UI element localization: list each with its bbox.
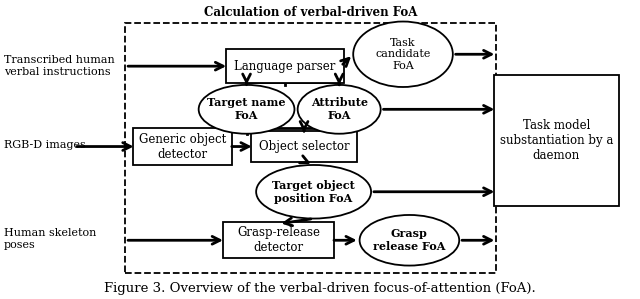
- Text: Calculation of verbal-driven FoA: Calculation of verbal-driven FoA: [204, 6, 417, 19]
- Ellipse shape: [298, 85, 381, 134]
- FancyBboxPatch shape: [226, 49, 344, 83]
- Text: Object selector: Object selector: [259, 140, 349, 153]
- Text: Human skeleton
poses: Human skeleton poses: [4, 228, 96, 250]
- Ellipse shape: [198, 85, 294, 134]
- Ellipse shape: [360, 215, 460, 266]
- Text: Transcribed human
verbal instructions: Transcribed human verbal instructions: [4, 55, 115, 77]
- FancyBboxPatch shape: [223, 222, 334, 258]
- Text: Target object
position FoA: Target object position FoA: [272, 180, 355, 204]
- Text: Task
candidate
FoA: Task candidate FoA: [375, 38, 431, 71]
- Text: Target name
FoA: Target name FoA: [207, 97, 286, 121]
- Text: Grasp
release FoA: Grasp release FoA: [373, 228, 445, 252]
- Text: Grasp-release
detector: Grasp-release detector: [237, 226, 320, 254]
- FancyBboxPatch shape: [494, 75, 618, 206]
- Text: Language parser: Language parser: [234, 60, 335, 73]
- Ellipse shape: [256, 165, 371, 219]
- Text: Attribute
FoA: Attribute FoA: [310, 97, 367, 121]
- FancyBboxPatch shape: [133, 128, 232, 165]
- FancyBboxPatch shape: [252, 131, 356, 162]
- Text: Generic object
detector: Generic object detector: [139, 132, 227, 161]
- Text: Figure 3. Overview of the verbal-driven focus-of-attention (FoA).: Figure 3. Overview of the verbal-driven …: [104, 282, 536, 295]
- Text: RGB-D images: RGB-D images: [4, 140, 86, 150]
- Text: Task model
substantiation by a
daemon: Task model substantiation by a daemon: [500, 119, 613, 162]
- Ellipse shape: [353, 22, 453, 87]
